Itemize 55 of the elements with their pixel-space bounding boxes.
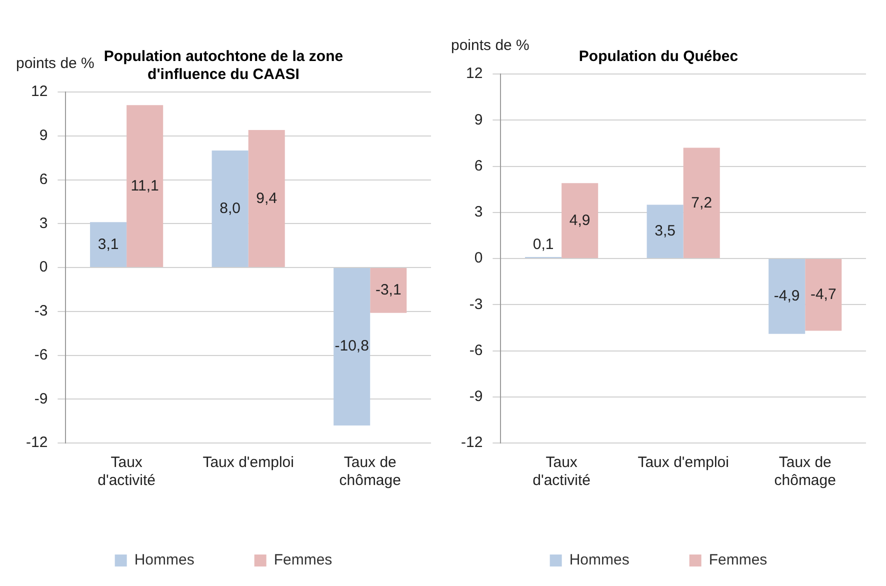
y-tick-label: 9: [474, 111, 483, 128]
y-tick-label: 12: [466, 65, 483, 82]
data-label: 11,1: [130, 177, 159, 194]
chart-title: Population autochtone de la zone d'influence du CAASI: [104, 48, 344, 84]
y-tick-label: 9: [39, 127, 48, 144]
bar: [370, 268, 407, 313]
bar: [646, 204, 684, 258]
x-tick-label: Taux d'activité: [532, 454, 591, 490]
bar: [805, 259, 842, 331]
data-label: 8,0: [220, 200, 241, 218]
y-tick-label: 12: [30, 83, 48, 100]
bar: [248, 130, 285, 267]
bar: [334, 268, 370, 426]
y-tick-label: -9: [34, 390, 48, 408]
legend-label: Hommes: [134, 552, 194, 569]
data-label: 9,4: [256, 190, 278, 207]
data-label: 3,5: [654, 222, 676, 240]
legend-label: Femmes: [274, 552, 332, 569]
data-label: 3,1: [98, 236, 119, 253]
y-axis-title: points de %: [451, 37, 530, 54]
data-label: 4,9: [569, 212, 590, 229]
y-tick-label: -12: [460, 434, 483, 452]
y-tick-label: -12: [26, 434, 48, 452]
y-tick-label: -6: [34, 346, 48, 364]
y-tick-label: 3: [474, 204, 483, 221]
data-label: -3,1: [375, 281, 402, 298]
x-tick-label: Taux de chômage: [339, 454, 401, 490]
data-label: 0,1: [532, 236, 554, 254]
x-tick-label: Taux d'emploi: [638, 454, 729, 472]
y-tick-label: -3: [34, 302, 48, 320]
y-tick-label: -6: [469, 342, 483, 359]
x-tick-label: Taux d'activité: [98, 454, 156, 490]
legend-label: Hommes: [569, 552, 630, 569]
bar: [212, 150, 248, 267]
data-label: -10,8: [334, 338, 369, 355]
y-axis-title: points de %: [16, 55, 94, 72]
y-tick-label: 6: [474, 157, 483, 174]
x-tick-label: Taux d'emploi: [202, 454, 294, 472]
y-tick-label: 3: [39, 214, 48, 232]
y-tick-label: 0: [39, 258, 48, 276]
y-tick-label: 6: [39, 170, 48, 188]
y-tick-label: -9: [469, 388, 483, 406]
bar: [126, 105, 164, 267]
y-tick-label: -3: [469, 296, 483, 313]
chart-title: Population du Québec: [578, 48, 738, 66]
bar: [562, 183, 598, 258]
data-label: -4,9: [774, 287, 800, 304]
data-label: -4,7: [810, 286, 836, 303]
bar: [90, 222, 127, 267]
bar: [768, 259, 806, 334]
y-tick-label: 0: [474, 250, 483, 267]
bar: [683, 148, 720, 258]
x-tick-label: Taux de chômage: [774, 454, 836, 490]
data-label: 7,2: [691, 194, 712, 212]
legend-label: Femmes: [708, 552, 768, 569]
